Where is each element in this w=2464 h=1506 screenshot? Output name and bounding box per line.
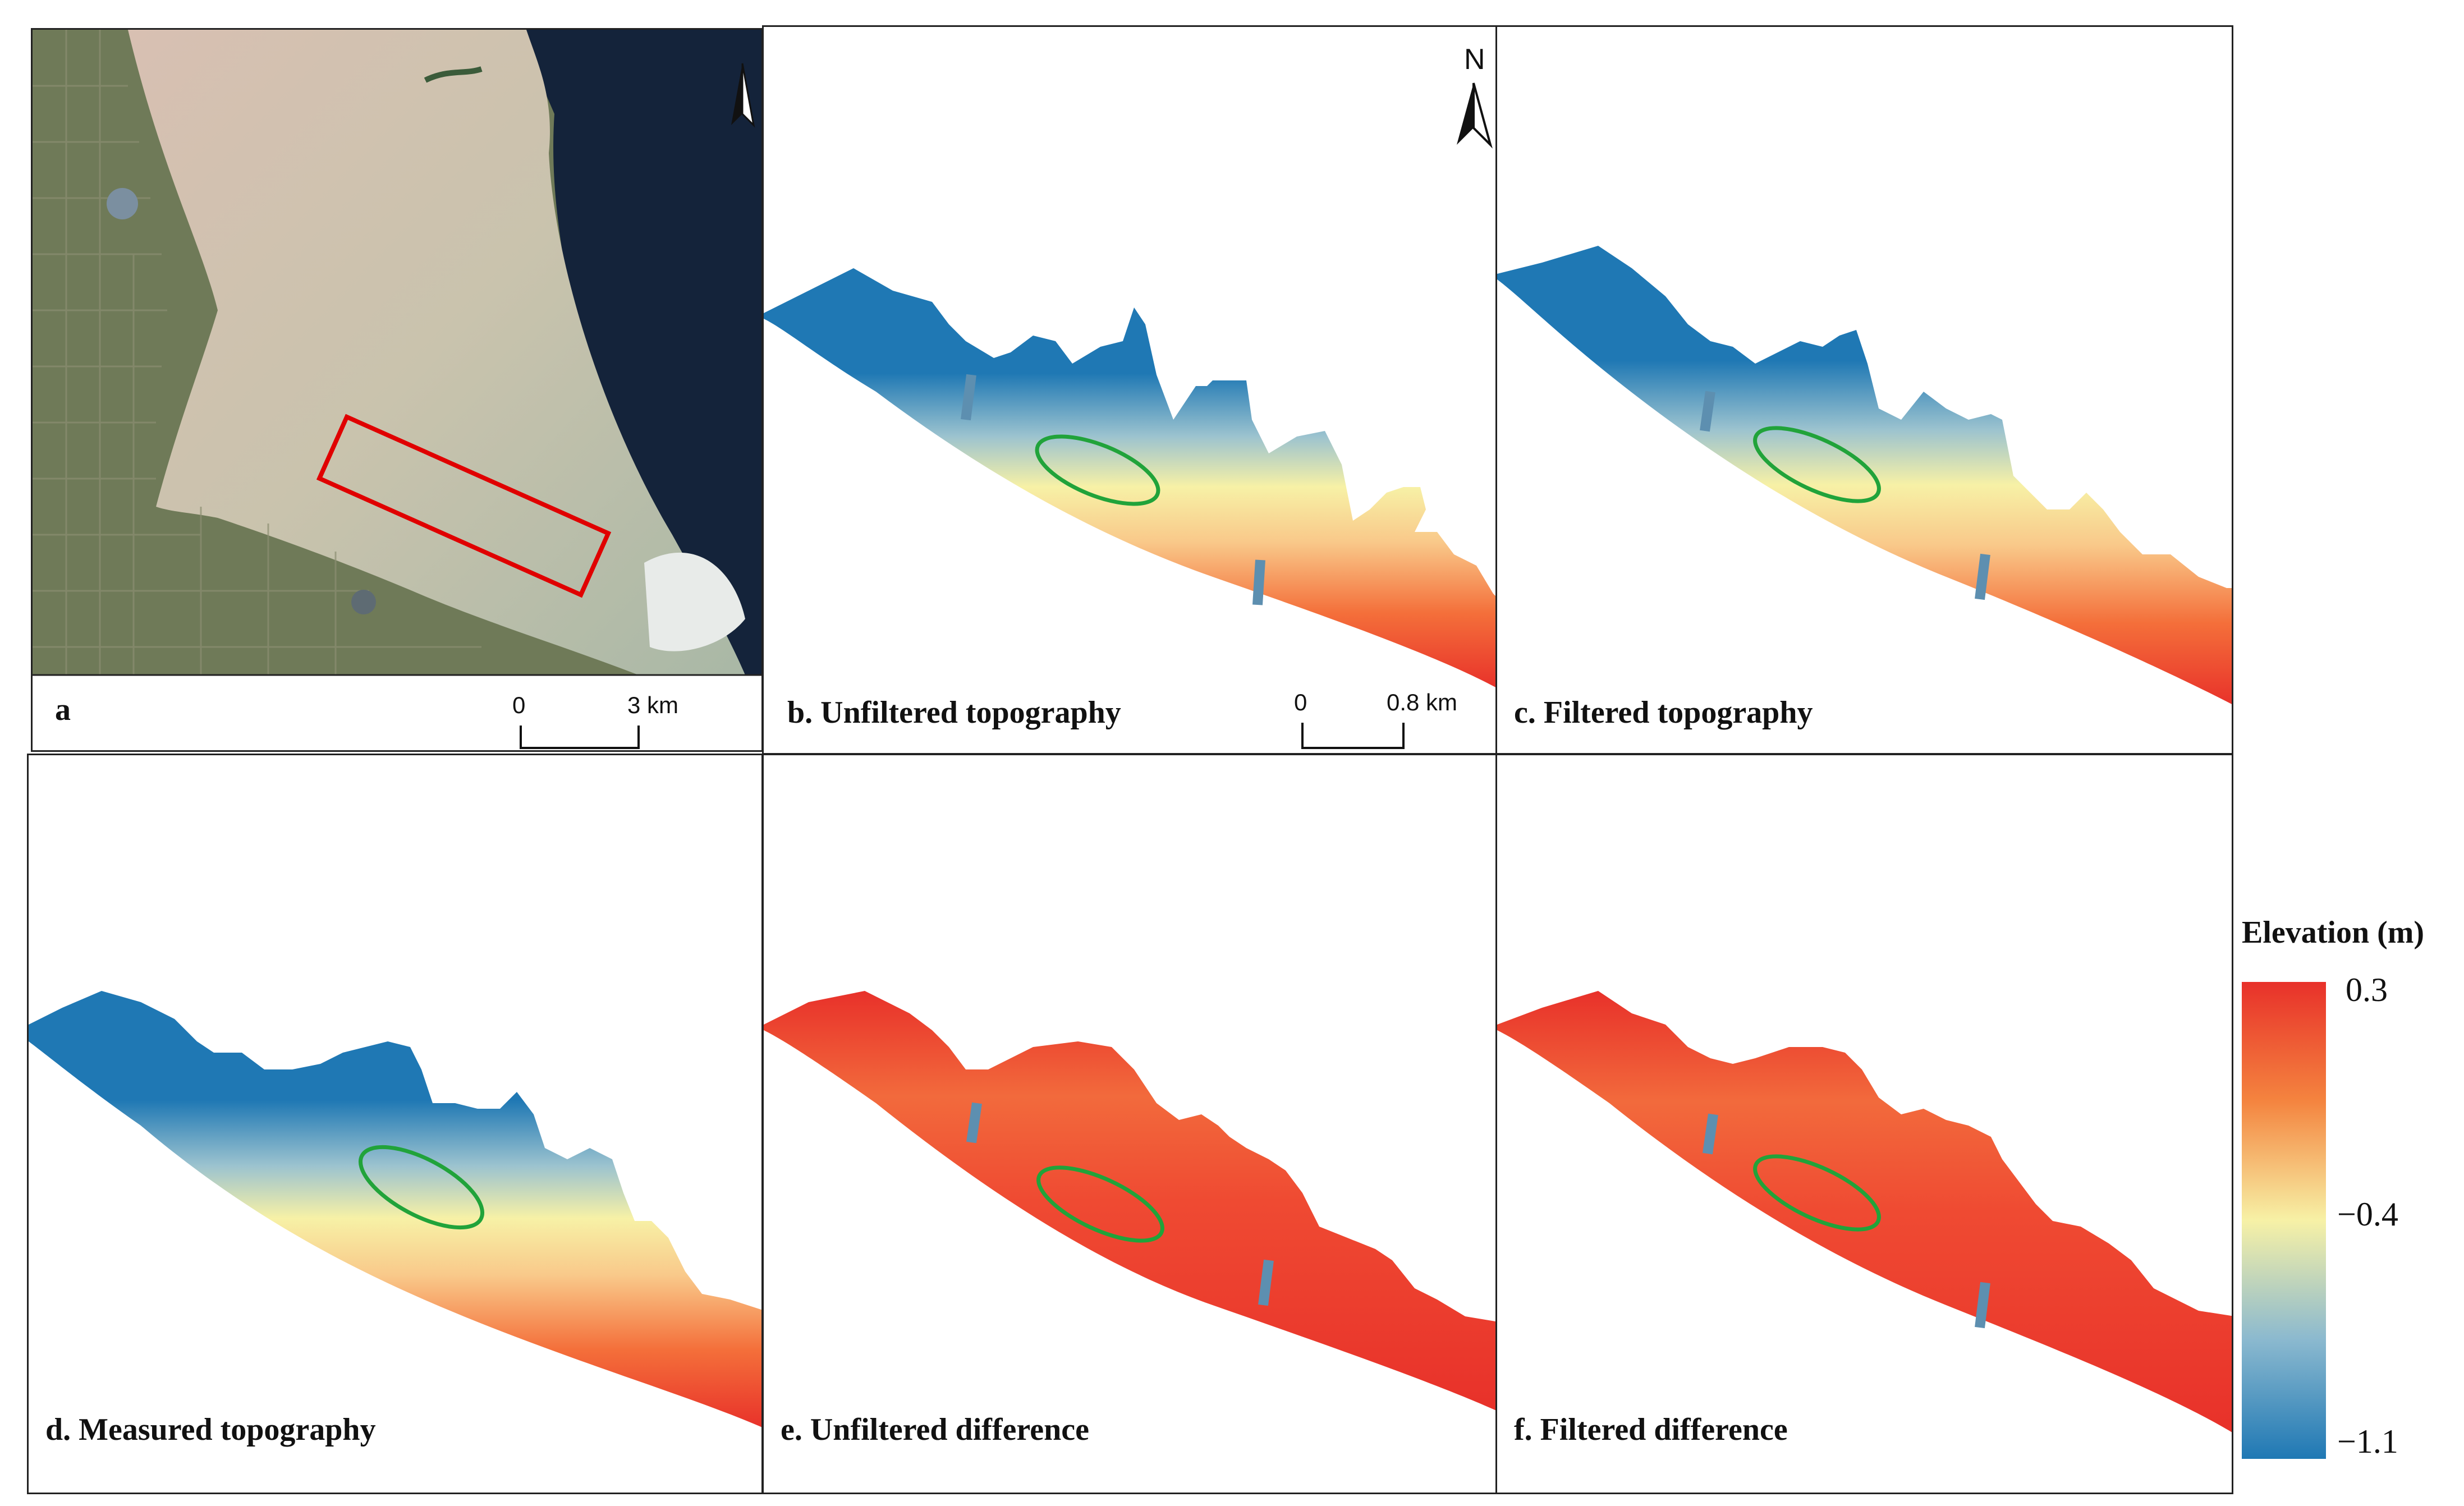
north-arrow-icon — [731, 63, 755, 128]
deep-sea — [526, 30, 761, 675]
panel-d-measured-topography: d. Measured topography — [27, 754, 763, 1494]
scale-end-label: 3 km — [627, 692, 679, 718]
highlight-ellipse — [1035, 434, 1160, 506]
panel-e-unfiltered-difference: e. Unfiltered difference — [762, 754, 1497, 1494]
pond — [107, 188, 138, 219]
satellite-map — [33, 30, 761, 749]
tidal-channel — [966, 1102, 982, 1144]
topography-map — [1497, 246, 2232, 704]
tidal-flat — [128, 30, 745, 675]
tidal-channel — [1258, 1259, 1274, 1306]
pond — [351, 590, 376, 614]
topography-surface — [764, 268, 1495, 687]
topography-map — [764, 82, 1495, 749]
tidal-channel — [1700, 391, 1715, 432]
panel-f-filtered-difference: f. Filtered difference — [1495, 754, 2233, 1494]
topography-surface — [1497, 246, 2232, 704]
panel-a-satellite: a 0 3 km — [31, 28, 763, 752]
panel-d-label: d. Measured topography — [45, 1412, 376, 1447]
panel-b-unfiltered-topography: N b. Unfiltered topography 0 0.8 km — [762, 25, 1497, 755]
scale-bar — [1301, 723, 1405, 749]
highlight-ellipse — [358, 1145, 485, 1230]
north-arrow-icon — [1457, 82, 1493, 149]
tidal-channel — [1703, 1113, 1718, 1155]
highlight-ellipse — [1753, 1154, 1881, 1232]
tidal-channel — [961, 374, 976, 421]
tidal-channel — [1975, 553, 1990, 600]
island — [424, 66, 483, 83]
scale-zero-label: 0 — [1294, 689, 1307, 715]
legend-min-label: −1.1 — [2337, 1423, 2398, 1460]
topography-surface — [29, 991, 761, 1427]
panel-a-label: a — [55, 692, 71, 727]
legend-max-label: 0.3 — [2346, 971, 2388, 1008]
study-area-box — [316, 414, 612, 598]
surf-zone — [644, 552, 745, 651]
legend-colorbar — [2242, 982, 2326, 1459]
panel-c-filtered-topography: c. Filtered topography — [1495, 25, 2233, 755]
highlight-ellipse — [1753, 426, 1881, 503]
panel-c-label: c. Filtered topography — [1514, 695, 1813, 730]
panel-e-label: e. Unfiltered difference — [781, 1412, 1089, 1447]
field-grid — [33, 30, 481, 675]
panel-b-label: b. Unfiltered topography — [787, 695, 1121, 730]
difference-map — [1497, 991, 2232, 1432]
north-label: N — [1464, 43, 1485, 76]
scale-zero-label: 0 — [512, 692, 526, 718]
legend-mid-label: −0.4 — [2337, 1196, 2398, 1233]
topography-map — [29, 991, 761, 1427]
panel-f-label: f. Filtered difference — [1514, 1412, 1788, 1447]
highlight-ellipse — [1036, 1165, 1164, 1243]
legend-title: Elevation (m) — [2242, 915, 2425, 950]
difference-surface — [1497, 991, 2232, 1432]
scale-end-label: 0.8 km — [1387, 689, 1458, 715]
tidal-channel — [1252, 559, 1265, 605]
difference-map — [764, 991, 1495, 1411]
difference-surface — [764, 991, 1495, 1411]
tidal-channel — [1975, 1282, 1990, 1329]
scale-bar — [520, 726, 640, 749]
